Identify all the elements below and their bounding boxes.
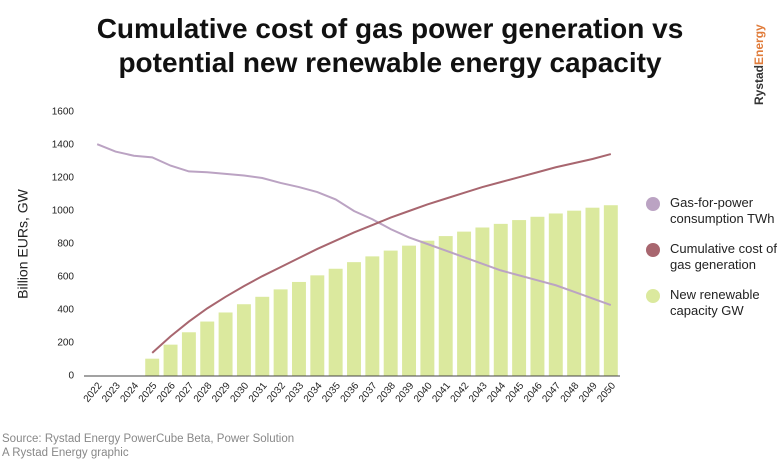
x-tick-label: 2050 (595, 380, 618, 404)
bar (530, 216, 545, 376)
x-tick-label: 2034 (302, 380, 325, 404)
bar (291, 281, 306, 376)
legend-swatch (646, 243, 660, 257)
legend-item: Gas-for-power consumption TWh (640, 195, 780, 227)
x-tick-label: 2025 (137, 380, 160, 404)
y-tick-label: 600 (57, 272, 74, 283)
legend-label: Gas-for-power consumption TWh (670, 195, 775, 226)
bar (438, 236, 453, 376)
x-tick-label: 2035 (320, 380, 343, 404)
bar (457, 231, 472, 376)
bar (493, 223, 508, 376)
x-tick-label: 2047 (540, 380, 563, 404)
bar (585, 207, 600, 376)
x-tick-label: 2031 (247, 380, 270, 404)
x-tick-label: 2048 (559, 380, 582, 404)
bar (181, 332, 196, 376)
bar (310, 275, 325, 376)
x-tick-label: 2026 (155, 380, 178, 404)
bar (402, 245, 417, 376)
source: Source: Rystad Energy PowerCube Beta, Po… (2, 432, 294, 460)
x-tick-label: 2030 (229, 380, 252, 404)
bar (200, 321, 215, 376)
x-tick-label: 2022 (82, 380, 105, 404)
bar (328, 268, 343, 376)
line (96, 143, 612, 306)
x-tick-label: 2041 (430, 380, 453, 404)
legend-item: New renewable capacity GW (640, 287, 780, 319)
bar (475, 227, 490, 376)
y-tick-label: 1600 (52, 107, 75, 118)
y-tick-label: 400 (57, 305, 74, 316)
bar (163, 344, 178, 376)
x-tick-label: 2038 (375, 380, 398, 404)
x-tick-label: 2046 (522, 380, 545, 404)
x-tick-label: 2033 (284, 380, 307, 404)
bar (567, 210, 582, 376)
x-tick-label: 2043 (467, 380, 490, 404)
legend-label: Cumulative cost of gas generation (670, 241, 777, 272)
x-tick-label: 2036 (339, 380, 362, 404)
legend: Gas-for-power consumption TWh Cumulative … (640, 195, 780, 333)
x-tick-label: 2037 (357, 380, 380, 404)
bar (548, 213, 563, 376)
bar (347, 262, 361, 376)
bar (420, 240, 435, 376)
source-line: A Rystad Energy graphic (2, 447, 129, 459)
x-tick-label: 2039 (394, 380, 417, 404)
legend-swatch (646, 197, 660, 211)
x-tick-label: 2044 (485, 380, 508, 404)
x-tick-label: 2029 (210, 380, 233, 404)
y-tick-label: 0 (68, 371, 74, 382)
x-tick-label: 2042 (449, 380, 472, 404)
bar (236, 304, 251, 376)
line (151, 153, 612, 354)
bar (512, 220, 527, 376)
y-axis-label: Billion EURs, GW (15, 188, 31, 298)
bar (145, 358, 160, 376)
bar (218, 312, 233, 376)
y-tick-label: 1200 (52, 173, 75, 184)
bar (603, 205, 618, 376)
chart-title: Cumulative cost of gas power generation … (96, 13, 684, 78)
y-tick-label: 200 (57, 338, 74, 349)
legend-item: Cumulative cost of gas generation (640, 241, 780, 273)
x-tick-label: 2023 (100, 380, 123, 404)
y-tick-label: 1000 (52, 206, 75, 217)
legend-swatch (646, 289, 660, 303)
legend-label: New renewable capacity GW (670, 287, 760, 318)
source-line: Source: Rystad Energy PowerCube Beta, Po… (2, 433, 295, 445)
bar (383, 250, 398, 376)
x-tick-label: 2045 (504, 380, 527, 404)
x-tick-label: 2028 (192, 380, 215, 404)
x-tick-label: 2040 (412, 380, 435, 404)
x-tick-label: 2032 (265, 380, 288, 404)
x-tick-label: 2049 (577, 380, 600, 404)
bar (273, 289, 288, 376)
y-tick-label: 800 (57, 239, 74, 250)
bar (365, 256, 380, 376)
bar (255, 296, 270, 376)
x-tick-label: 2027 (173, 380, 196, 404)
x-tick-label: 2024 (118, 380, 141, 404)
y-tick-label: 1400 (52, 140, 75, 151)
